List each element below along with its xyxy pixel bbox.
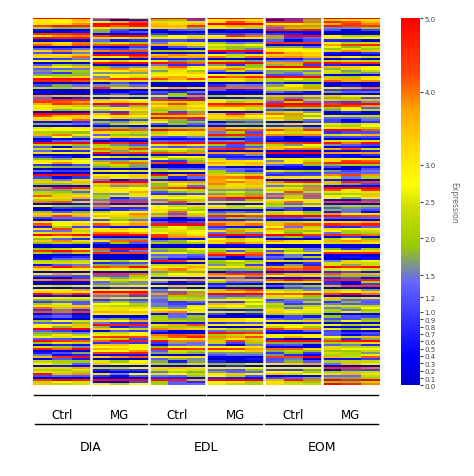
- Text: EDL: EDL: [194, 440, 219, 453]
- Text: EOM: EOM: [307, 440, 336, 453]
- Text: Ctrl: Ctrl: [282, 408, 303, 421]
- Text: DIA: DIA: [80, 440, 102, 453]
- Text: MG: MG: [341, 408, 360, 421]
- Text: Ctrl: Ctrl: [51, 408, 73, 421]
- Y-axis label: Expression: Expression: [450, 181, 459, 223]
- Text: MG: MG: [226, 408, 245, 421]
- Text: Ctrl: Ctrl: [167, 408, 188, 421]
- Text: MG: MG: [110, 408, 129, 421]
